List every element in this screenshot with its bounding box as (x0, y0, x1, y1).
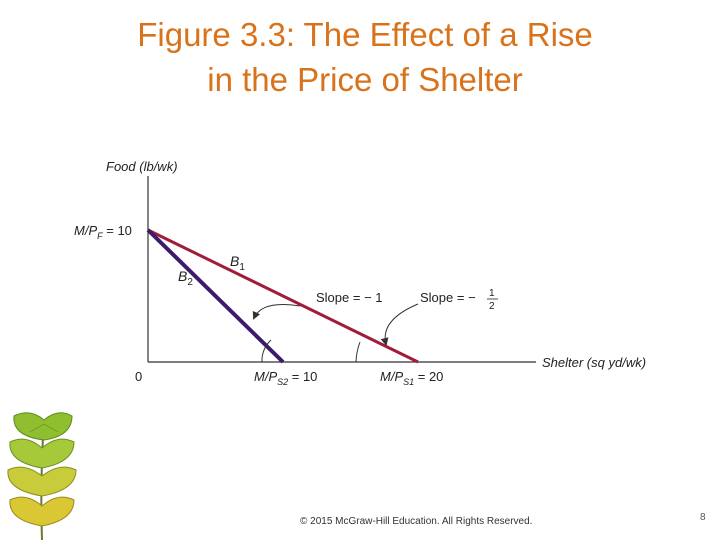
slide-title: Figure 3.3: The Effect of a Rise in the … (0, 12, 720, 102)
slope-b1-arrow (380, 303, 419, 346)
x-axis-label: Shelter (sq yd/wk) (542, 355, 646, 370)
origin-label: 0 (135, 369, 142, 384)
slope-b1-fraction-numerator: 1 (489, 288, 495, 299)
b1-label: B1 (230, 253, 245, 273)
slope-b2-arrow (252, 304, 301, 320)
x-intercept-b1-label: M/PS1 = 20 (380, 369, 443, 387)
y-intercept-label: M/PF = 10 (74, 223, 132, 241)
slope-b2-label: Slope = − 1 (316, 290, 383, 305)
copyright-footer: © 2015 McGraw-Hill Education. All Rights… (300, 516, 533, 527)
slide-title-line1: Figure 3.3: The Effect of a Rise (137, 16, 593, 53)
page-number: 8 (700, 512, 706, 523)
budget-line-b2 (146, 228, 285, 364)
budget-line-b1 (147, 228, 419, 364)
x-intercept-b2-label: M/PS2 = 10 (254, 369, 317, 387)
angle-arc-b1 (355, 341, 361, 363)
slope-b1-fraction-denominator: 2 (489, 301, 495, 312)
y-axis-label: Food (lb/wk) (106, 159, 178, 174)
slope-b1-label: Slope = − (420, 290, 476, 305)
ginkgo-leaves-icon (7, 412, 77, 540)
slide-title-line2: in the Price of Shelter (207, 61, 523, 98)
b2-label: B2 (178, 268, 193, 288)
angle-arc-b2 (261, 339, 272, 363)
